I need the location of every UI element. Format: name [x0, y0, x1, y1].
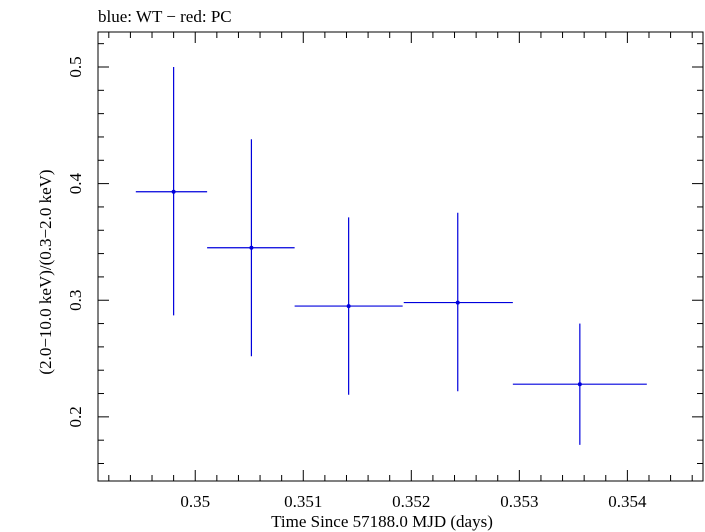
- data-point-group: [135, 66, 208, 316]
- data-point: [171, 189, 176, 194]
- data-point-group: [294, 217, 403, 395]
- chart-title: blue: WT − red: PC: [98, 7, 232, 26]
- y-tick-label: 0.2: [66, 406, 85, 427]
- y-tick-label: 0.5: [66, 56, 85, 77]
- data-point-group: [403, 212, 513, 392]
- data-point: [455, 300, 460, 305]
- data-point-group: [512, 323, 647, 445]
- data-point: [577, 382, 582, 387]
- x-axis: 0.35 0.351 0.352 0.353 0.354: [108, 32, 693, 511]
- x-tick-label: 0.35: [180, 492, 210, 511]
- y-axis-label: (2.0−10.0 keV)/(0.3−2.0 keV): [36, 169, 55, 374]
- y-tick-label: 0.4: [66, 172, 85, 194]
- x-tick-label: 0.351: [284, 492, 322, 511]
- data-series: [135, 66, 647, 445]
- x-axis-label: Time Since 57188.0 MJD (days): [271, 512, 493, 531]
- plot-border: [97, 31, 704, 482]
- x-tick-label: 0.353: [500, 492, 538, 511]
- x-tick-label: 0.352: [392, 492, 430, 511]
- data-point-group: [207, 139, 295, 357]
- data-point: [249, 245, 254, 250]
- y-axis: 0.2 0.3 0.4 0.5: [66, 43, 703, 465]
- x-tick-label: 0.354: [608, 492, 647, 511]
- data-point: [346, 304, 351, 309]
- plot-area: [97, 31, 704, 482]
- y-tick-label: 0.3: [66, 290, 85, 311]
